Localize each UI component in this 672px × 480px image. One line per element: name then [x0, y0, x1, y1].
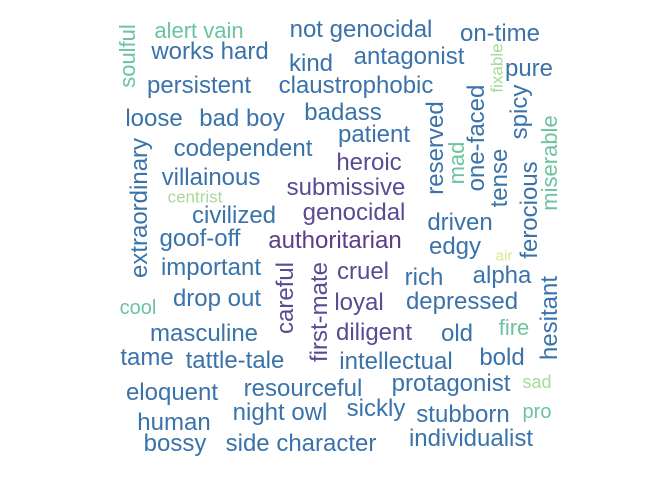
word-driven: driven [427, 209, 493, 236]
word-claustrophobic: claustrophobic [278, 72, 434, 99]
word-tattle-tale: tattle-tale [185, 347, 285, 374]
word-alert-vain: alert vain [154, 18, 244, 43]
word-pure: pure [504, 55, 554, 82]
word-stubborn: stubborn [416, 401, 510, 428]
word-protagonist: protagonist [391, 370, 511, 397]
word-cool: cool [119, 297, 157, 319]
word-fixable: fixable [487, 43, 507, 93]
word-goof-off: goof-off [159, 225, 241, 252]
word-not-genocidal: not genocidal [289, 16, 433, 43]
word-extraordinary: extraordinary [126, 137, 153, 279]
word-spicy: spicy [506, 84, 533, 140]
word-loose: loose [125, 105, 183, 132]
word-careful: careful [272, 261, 299, 335]
word-genocidal: genocidal [302, 199, 406, 226]
word-soulful: soulful [115, 24, 140, 88]
word-heroic: heroic [336, 149, 402, 176]
word-persistent: persistent [146, 72, 252, 99]
word-patient: patient [337, 121, 411, 148]
word-cruel: cruel [336, 258, 390, 285]
word-villainous: villainous [161, 164, 261, 191]
word-loyal: loyal [334, 289, 384, 316]
word-bold: bold [479, 344, 525, 371]
word-individualist: individualist [408, 425, 534, 452]
word-alpha: alpha [472, 262, 532, 289]
word-badass: badass [304, 99, 382, 126]
word-depressed: depressed [405, 288, 519, 315]
word-codependent: codependent [173, 135, 313, 162]
word-edgy: edgy [428, 233, 482, 260]
word-rich: rich [404, 264, 444, 291]
word-resourceful: resourceful [243, 375, 363, 402]
word-ferocious: ferocious [516, 161, 543, 259]
word-civilized: civilized [191, 202, 277, 229]
word-human: human [137, 409, 211, 436]
word-sad: sad [522, 372, 552, 392]
word-antagonist: antagonist [353, 43, 465, 70]
word-bossy: bossy [143, 430, 207, 457]
word-tense: tense [486, 148, 513, 208]
word-submissive: submissive [286, 174, 406, 201]
word-important: important [160, 254, 262, 281]
word-fire: fire [498, 315, 530, 340]
word-mad: mad [444, 141, 469, 185]
word-first-mate: first-mate [306, 261, 333, 363]
word-on-time: on-time [459, 20, 541, 47]
word-old: old [440, 320, 474, 347]
word-eloquent: eloquent [125, 379, 219, 406]
word-kind: kind [288, 50, 334, 77]
word-bad-boy: bad boy [199, 105, 285, 132]
word-masculine: masculine [149, 320, 259, 347]
word-drop-out: drop out [172, 285, 262, 312]
word-works-hard: works hard [151, 38, 269, 65]
word-tame: tame [120, 344, 174, 371]
word-hesitant: hesitant [536, 275, 563, 361]
word-intellectual: intellectual [339, 348, 453, 375]
word-centrist: centrist [167, 187, 223, 207]
word-diligent: diligent [335, 319, 413, 346]
word-night-owl: night owl [232, 399, 328, 426]
word-pro: pro [522, 401, 552, 423]
word-air: air [495, 247, 513, 265]
word-authoritarian: authoritarian [268, 227, 402, 254]
word-side-character: side character [225, 430, 377, 457]
word-sickly: sickly [346, 395, 406, 422]
